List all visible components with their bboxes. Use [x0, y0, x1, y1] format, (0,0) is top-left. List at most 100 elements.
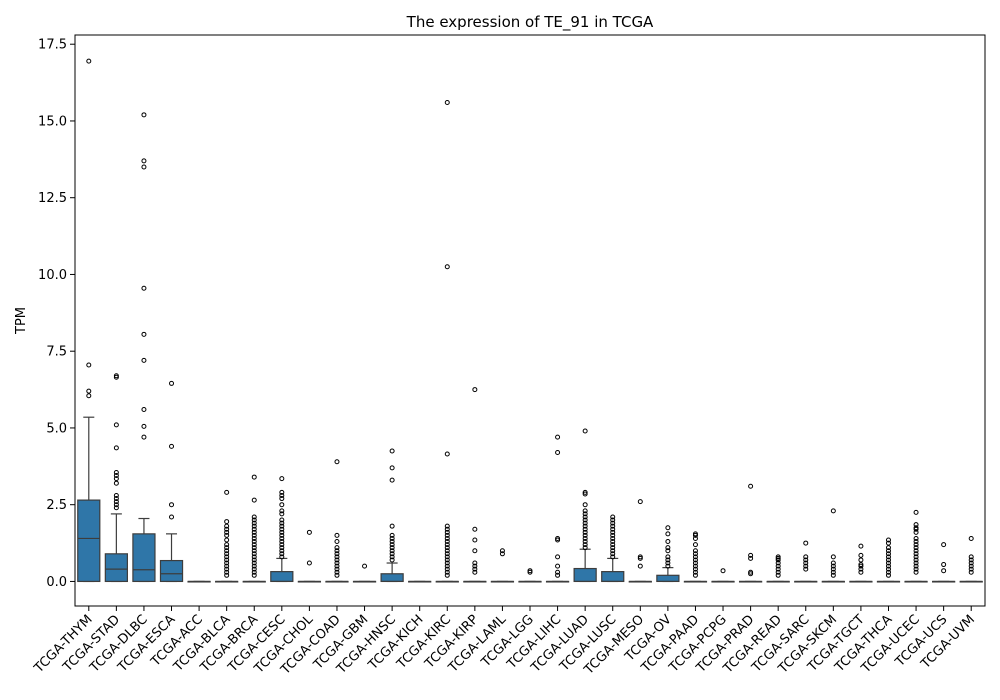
box: [270, 571, 294, 583]
outlier-point: [334, 563, 340, 569]
outlier-point: [885, 557, 891, 563]
outlier-point: [86, 58, 92, 64]
outlier-point: [444, 542, 450, 548]
plot-frame: [74, 34, 986, 607]
outlier-point: [913, 525, 919, 531]
outlier-point: [803, 563, 809, 569]
outlier-point: [913, 566, 919, 572]
outlier-point: [555, 569, 561, 575]
outlier-point: [830, 508, 836, 514]
outlier-point: [113, 496, 119, 502]
outlier-point: [279, 554, 285, 560]
outlier-point: [334, 572, 340, 578]
outlier-point: [113, 374, 119, 380]
outlier-point: [224, 542, 230, 548]
outlier-point: [610, 548, 616, 554]
outlier-point: [141, 357, 147, 363]
y-axis-label: TPM: [14, 307, 29, 335]
outlier-point: [279, 496, 285, 502]
outlier-point: [692, 560, 698, 566]
outlier-point: [610, 517, 616, 523]
outlier-point: [389, 477, 395, 483]
outlier-point: [885, 551, 891, 557]
outlier-point: [582, 428, 588, 434]
outlier-point: [389, 465, 395, 471]
outlier-point: [334, 545, 340, 551]
outlier-point: [251, 545, 257, 551]
outlier-point: [444, 451, 450, 457]
outlier-point: [141, 164, 147, 170]
outlier-point: [913, 557, 919, 563]
outlier-point: [389, 532, 395, 538]
outlier-point: [224, 569, 230, 575]
outlier-point: [610, 535, 616, 541]
outlier-point: [803, 557, 809, 563]
outlier-point: [141, 158, 147, 164]
outlier-point: [334, 566, 340, 572]
outlier-point: [251, 520, 257, 526]
outlier-point: [830, 560, 836, 566]
box: [656, 574, 680, 583]
outlier-point: [444, 532, 450, 538]
outlier-point: [444, 569, 450, 575]
outlier-point: [968, 557, 974, 563]
outlier-point: [279, 545, 285, 551]
outlier-point: [582, 542, 588, 548]
y-tick-label: 0.0: [46, 575, 67, 590]
outlier-point: [113, 473, 119, 479]
outlier-point: [913, 522, 919, 528]
outlier-point: [251, 554, 257, 560]
outlier-point: [472, 563, 478, 569]
outlier-point: [141, 112, 147, 118]
outlier-point: [582, 523, 588, 529]
outlier-point: [444, 535, 450, 541]
outlier-point: [610, 539, 616, 545]
outlier-point: [610, 529, 616, 535]
outlier-point: [582, 520, 588, 526]
outlier-point: [885, 572, 891, 578]
plot-area: 0.02.55.07.510.012.515.017.5TCGA-THYMTCG…: [31, 38, 983, 678]
outlier-point: [775, 569, 781, 575]
outlier-point: [444, 548, 450, 554]
outlier-point: [885, 545, 891, 551]
outlier-point: [224, 532, 230, 538]
outlier-point: [279, 542, 285, 548]
outlier-point: [555, 563, 561, 569]
outlier-point: [748, 571, 754, 577]
outlier-point: [251, 523, 257, 529]
outlier-point: [968, 569, 974, 575]
outlier-point: [775, 563, 781, 569]
outlier-point: [141, 407, 147, 413]
outlier-point: [941, 568, 947, 574]
outlier-point: [279, 511, 285, 517]
outlier-point: [968, 535, 974, 541]
outlier-point: [169, 502, 175, 508]
outlier-point: [885, 569, 891, 575]
outlier-point: [637, 555, 643, 561]
outlier-point: [913, 542, 919, 548]
outlier-point: [775, 566, 781, 572]
outlier-point: [582, 535, 588, 541]
outlier-point: [692, 548, 698, 554]
outlier-point: [692, 563, 698, 569]
outlier-point: [582, 489, 588, 495]
outlier-point: [224, 548, 230, 554]
outlier-point: [913, 554, 919, 560]
outlier-point: [279, 551, 285, 557]
outlier-point: [858, 552, 864, 558]
outlier-point: [251, 560, 257, 566]
outlier-point: [913, 509, 919, 515]
outlier-point: [389, 523, 395, 529]
outlier-point: [610, 542, 616, 548]
outlier-point: [279, 535, 285, 541]
outlier-point: [582, 532, 588, 538]
outlier-point: [389, 554, 395, 560]
outlier-point: [637, 563, 643, 569]
outlier-point: [555, 450, 561, 456]
outlier-point: [499, 551, 505, 557]
outlier-point: [251, 474, 257, 480]
box: [573, 567, 597, 583]
outlier-point: [582, 491, 588, 497]
outlier-point: [610, 532, 616, 538]
